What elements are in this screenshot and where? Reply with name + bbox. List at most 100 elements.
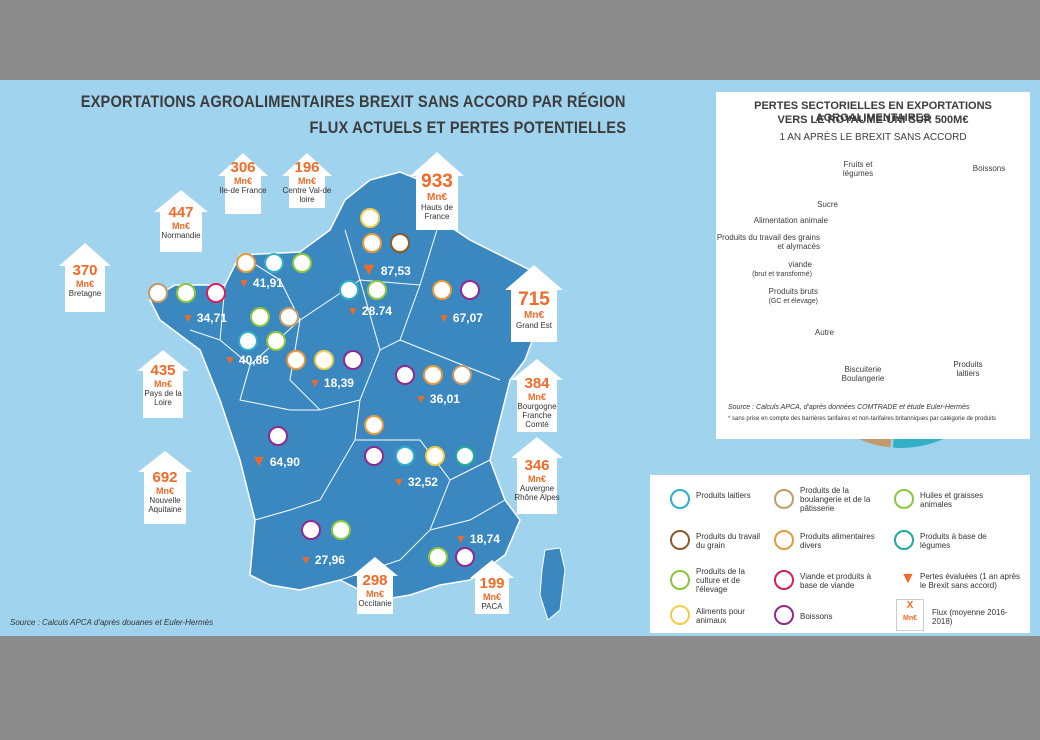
legend-icon <box>774 489 794 509</box>
region-borders <box>189 219 506 581</box>
legend-label: Produits laitiers <box>696 491 751 500</box>
flux-box-normandie <box>154 190 208 252</box>
legend-label: Huiles et graisses animales <box>920 491 984 509</box>
flux-box-idf <box>218 153 268 214</box>
corsica <box>539 547 566 621</box>
legend-icon <box>774 570 794 590</box>
flux-centre: 196 Mn€ Centre Val-de loire <box>282 159 332 205</box>
legend-icon <box>670 489 690 509</box>
main-subtitle: FLUX ACTUELS ET PERTES POTENTIELLES <box>309 118 626 137</box>
legend-icon <box>774 530 794 550</box>
product-icon <box>364 415 384 435</box>
legend-label: Pertes évaluées (1 an après le Brexit sa… <box>920 572 1021 590</box>
flux-na: 692 Mn€ Nouvelle Aquitaine <box>148 469 182 515</box>
flux-box-ara <box>511 437 563 514</box>
flux-box-grandest <box>505 265 563 342</box>
pie-title-2: VERS LE ROYAUME-UNI SUR 500M€ <box>777 114 969 126</box>
flux-bretagne: 370 Mn€ Bretagne <box>68 262 102 299</box>
pie-label-boissons: Boissons <box>972 164 1006 173</box>
legend-icon <box>670 605 690 625</box>
flux-hdf: 933 Mn€ Hauts de France <box>420 171 454 222</box>
flux-legend-icon: X Mn€ <box>896 599 924 631</box>
flux-occ: 298 Mn€ Occitanie <box>358 572 392 609</box>
product-icon <box>250 307 270 327</box>
pie-source: Source : Calculs APCA, d'après données C… <box>728 404 970 411</box>
product-icon <box>301 520 321 540</box>
pie-label-travail: Produits du travail des grains et alymac… <box>716 233 820 251</box>
product-icon <box>452 365 472 385</box>
product-icon <box>268 426 288 446</box>
product-icon <box>360 208 380 228</box>
legend-icon <box>774 605 794 625</box>
flux-idf: 306 Mn€ Ile-de France <box>219 159 267 196</box>
product-icon <box>314 350 334 370</box>
legend-label: Aliments pour animaux <box>696 607 745 625</box>
legend-label: Produits du travail du grain <box>696 532 761 550</box>
product-icon <box>428 547 448 567</box>
loss-normandie: ▼ 41,91 <box>238 276 283 290</box>
product-icon <box>423 365 443 385</box>
flux-grandest: 715 Mn€ Grand Est <box>515 289 552 331</box>
flux-box-bretagne <box>59 243 111 312</box>
loss-centre: ▼ 18,39 <box>309 376 354 390</box>
product-icon <box>238 331 258 351</box>
product-icon <box>279 307 299 327</box>
product-icon <box>286 350 306 370</box>
legend-label: Produits de la culture et de l'élevage <box>696 567 745 594</box>
product-icon <box>390 233 410 253</box>
legend-icon <box>894 489 914 509</box>
legend-icon <box>670 530 690 550</box>
product-icon <box>455 446 475 466</box>
loss-bfc: ▼ 36,01 <box>415 392 460 406</box>
legend-icon <box>670 570 690 590</box>
product-icon <box>266 331 286 351</box>
pie-label-laitiers: Produits laitiers <box>953 360 983 378</box>
product-icon <box>292 253 312 273</box>
loss-ara: ▼ 32,52 <box>393 475 438 489</box>
pie-label-biscuit: Biscuiterie Boulangerie <box>841 365 885 383</box>
pie-label-alim: Alimentation animale <box>753 216 828 225</box>
product-icon <box>206 283 226 303</box>
loss-pdl: ▼ 40,86 <box>224 353 269 367</box>
flux-box-bfc <box>511 359 563 432</box>
legend-label: Viande et produits à base de viande <box>800 572 872 590</box>
loss-idf: ▼ 28.74 <box>347 304 392 318</box>
loss-arrow-icon: ▼ <box>900 570 916 587</box>
loss-bretagne: ▼ 34,71 <box>182 311 227 325</box>
product-icon <box>176 283 196 303</box>
main-title: EXPORTATIONS AGROALIMENTAIRES BREXIT SAN… <box>81 92 626 111</box>
product-icon <box>425 446 445 466</box>
pie-label-sucre: Sucre <box>817 200 838 209</box>
product-icon <box>264 253 284 273</box>
flux-paca: 199 Mn€ PACA <box>479 575 505 612</box>
legend-label: Produits alimentaires divers <box>800 532 875 550</box>
flux-box-na <box>138 451 192 524</box>
legend-label: Produits à base de légumes <box>920 532 987 550</box>
flux-box-centre <box>282 153 332 208</box>
pie-note: * sans prise en compte des barrières tar… <box>728 416 997 422</box>
flux-box-occ <box>352 557 398 614</box>
flux-ara: 346 Mn€ Auvergne Rhône Alpes <box>514 457 560 503</box>
flux-box-paca <box>470 560 514 614</box>
legend-icon <box>894 530 914 550</box>
legend-label: Produits de la boulangerie et de la pâti… <box>800 486 871 513</box>
product-icon <box>339 280 359 300</box>
legend-label: Boissons <box>800 612 833 621</box>
loss-paca: ▼ 18,74 <box>455 532 500 546</box>
pie-title-3: 1 AN APRÈS LE BREXIT SANS ACCORD <box>779 132 967 143</box>
pie-label-viande: viande (brut et transformé) <box>752 260 812 278</box>
product-icon <box>460 280 480 300</box>
legend-panel: Produits laitiers Produits de la boulang… <box>650 475 1030 633</box>
infographic: 40%14%11%6%11% EXPORTATIONS AGROALIMENTA… <box>0 80 1040 636</box>
flux-normandie: 447 Mn€ Normandie <box>161 204 201 241</box>
flux-box-hdf <box>410 152 464 230</box>
product-icon <box>367 280 387 300</box>
pie-label-fruits: Fruits et légumes <box>842 160 874 178</box>
legend-label: Flux (moyenne 2016-2018) <box>932 608 1008 626</box>
product-icon <box>362 233 382 253</box>
loss-occ: ▼ 27,96 <box>300 553 345 567</box>
product-icon <box>148 283 168 303</box>
pie-label-autre: Autre <box>814 328 834 337</box>
loss-na: ▼ 64,90 <box>251 453 300 470</box>
loss-hdf: ▼ 87,53 <box>360 259 411 279</box>
